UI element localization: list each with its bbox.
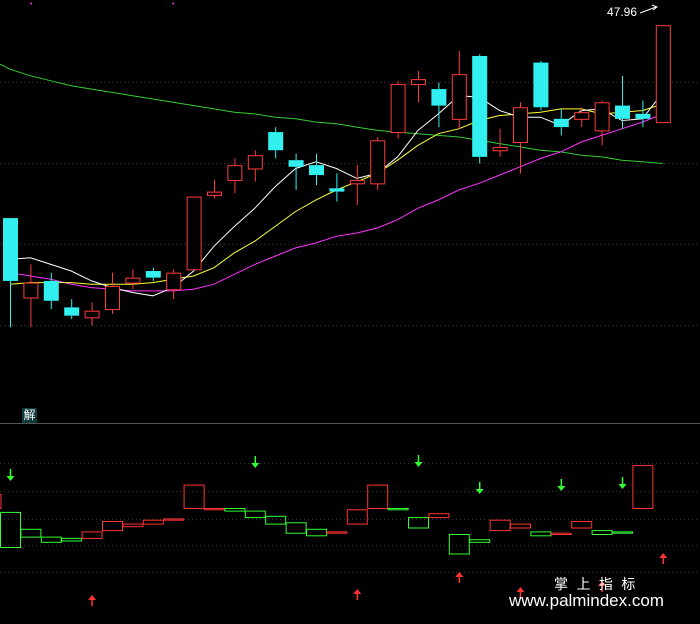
candle-11 <box>207 191 222 196</box>
indicator-box-22 <box>428 513 450 519</box>
indicator-box-26 <box>510 523 531 529</box>
indicator-box-edge <box>0 494 2 509</box>
candle-2 <box>23 282 39 299</box>
up-arrow-icon-3 <box>455 572 464 577</box>
candle-1 <box>3 218 18 281</box>
up-arrow-icon-1 <box>88 595 97 600</box>
candle-27 <box>533 62 549 108</box>
candle-19 <box>370 140 386 185</box>
indicator-box-31 <box>612 531 633 534</box>
top-marker-right: • <box>172 1 175 8</box>
indicator-box-10 <box>183 484 205 510</box>
indicator-box-14 <box>265 515 287 525</box>
indicator-box-18 <box>346 509 368 525</box>
indicator-panel <box>0 465 654 555</box>
candle-30 <box>594 102 610 132</box>
indicator-arrows <box>6 455 668 606</box>
indicator-box-29 <box>571 521 593 529</box>
watermark-chinese: 掌 上 指 标 <box>554 577 637 593</box>
indicator-box-28 <box>550 532 572 536</box>
candle-29 <box>574 112 590 120</box>
up-arrow-icon-4 <box>516 587 525 592</box>
candle-25 <box>492 146 508 152</box>
indicator-box-24 <box>469 539 491 543</box>
indicator-box-20 <box>387 508 409 511</box>
down-arrow-icon-4 <box>475 489 484 494</box>
candle-17 <box>329 188 345 192</box>
price-pointer-icon <box>639 6 657 14</box>
up-arrow-icon-6 <box>659 553 668 558</box>
candle-15 <box>288 160 304 167</box>
indicator-box-15 <box>285 522 307 534</box>
candle-33 <box>655 25 671 124</box>
badge-jie[interactable]: 解 <box>22 408 37 423</box>
candle-23 <box>451 74 467 120</box>
indicator-box-23 <box>448 534 470 555</box>
indicator-box-5 <box>81 531 103 539</box>
up-arrow-icon-5 <box>598 581 607 586</box>
indicator-box-9 <box>163 518 185 521</box>
candle-8 <box>145 271 161 278</box>
candle-3 <box>43 280 59 301</box>
candle-26 <box>513 107 528 143</box>
ma-longest-series <box>0 63 663 164</box>
down-arrow-icon-3 <box>414 462 423 467</box>
down-arrow-icon-5 <box>557 486 566 491</box>
candle-13 <box>247 155 263 170</box>
candle-32 <box>635 113 651 119</box>
candlestick-series <box>3 25 671 328</box>
price-label: 47.96 <box>607 5 637 19</box>
candle-6 <box>105 285 120 311</box>
indicator-box-4 <box>61 537 83 542</box>
indicator-box-17 <box>326 531 348 534</box>
candle-4 <box>64 307 80 316</box>
indicator-box-12 <box>224 508 246 512</box>
candle-12 <box>227 165 243 182</box>
grid-lines <box>0 82 700 573</box>
indicator-box-2 <box>20 528 42 538</box>
candle-24 <box>472 55 488 157</box>
price-pointer-head <box>651 4 659 11</box>
candle-28 <box>553 118 569 128</box>
candle-21 <box>411 79 426 86</box>
up-arrow-icon-2 <box>353 589 362 594</box>
down-arrow-icon-1 <box>6 476 15 481</box>
candle-9 <box>166 272 182 291</box>
down-arrow-icon-2 <box>251 463 260 468</box>
candle-7 <box>125 277 141 284</box>
candle-14 <box>268 132 284 151</box>
candle-5 <box>84 310 100 319</box>
indicator-box-7 <box>122 523 144 528</box>
candle-18 <box>349 180 365 185</box>
candle-20 <box>390 84 406 134</box>
ma-longest-line <box>0 63 663 164</box>
watermark-url: www.palmindex.com <box>508 591 664 610</box>
indicator-box-8 <box>142 519 164 525</box>
indicator-box-21 <box>408 517 429 529</box>
indicator-box-32 <box>632 465 654 510</box>
candle-10 <box>186 196 202 271</box>
down-arrow-icon-6 <box>618 484 627 489</box>
indicator-box-13 <box>244 510 266 519</box>
top-marker-left: • <box>30 1 33 8</box>
indicator-box-19 <box>367 484 389 510</box>
candle-22 <box>431 89 447 106</box>
candle-31 <box>615 105 630 119</box>
candle-16 <box>309 165 324 176</box>
